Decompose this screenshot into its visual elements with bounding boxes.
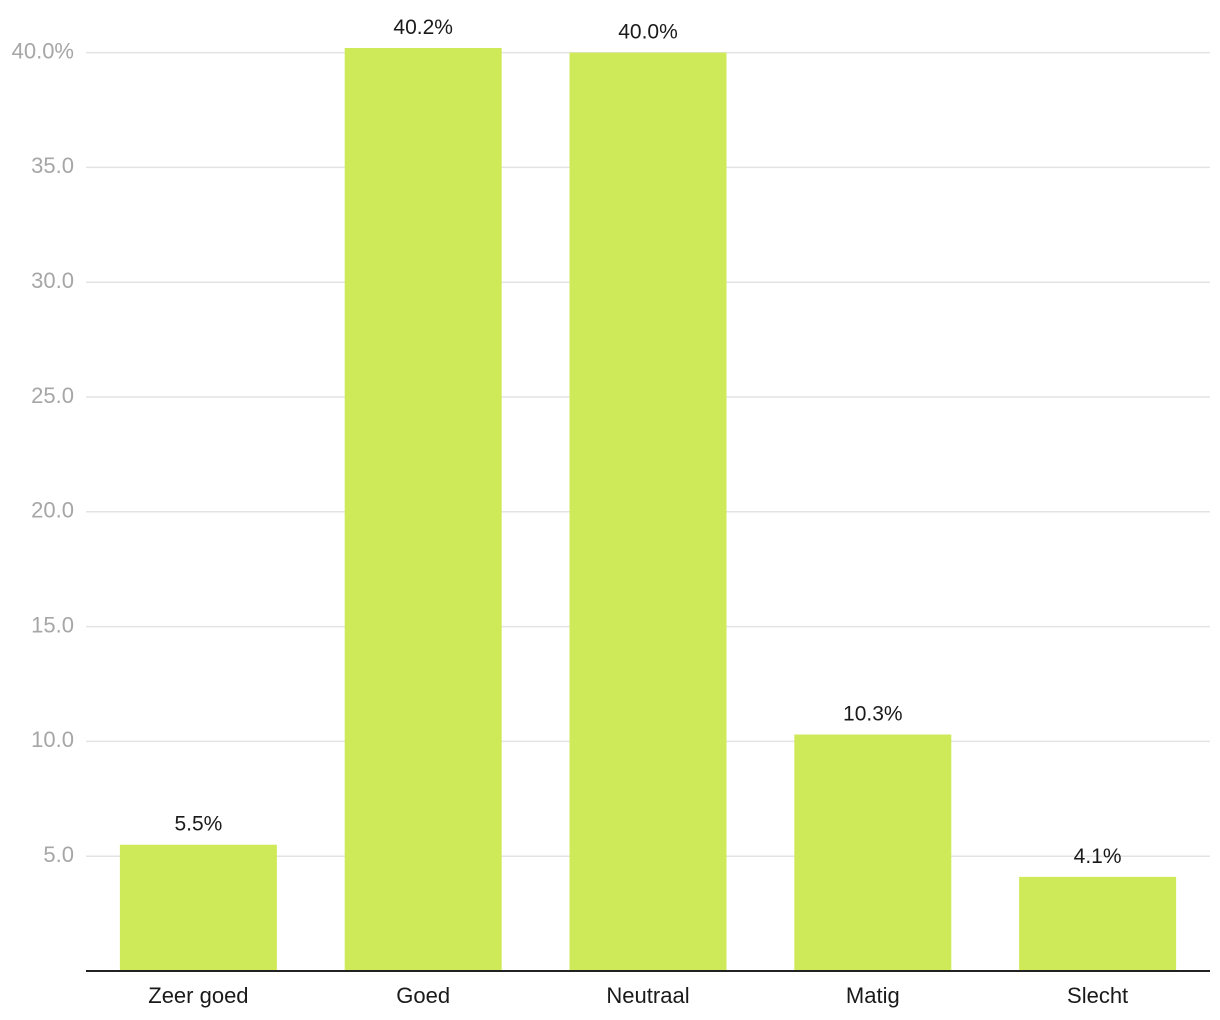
bars (119, 48, 1177, 971)
y-tick-label: 20.0 (31, 498, 74, 523)
x-axis-categories: Zeer goed Goed Neutraal Matig Slecht (148, 983, 1128, 1008)
y-tick-label: 10.0 (31, 727, 74, 752)
y-axis-ticks: 5.0 10.0 15.0 20.0 25.0 30.0 35.0 40.0% (12, 38, 74, 867)
y-tick-label: 5.0 (43, 842, 74, 867)
y-tick-label: 30.0 (31, 268, 74, 293)
data-label: 40.2% (393, 16, 453, 39)
y-tick-label: 35.0 (31, 153, 74, 178)
x-tick-label: Zeer goed (148, 983, 248, 1008)
data-label: 4.1% (1074, 845, 1122, 868)
bar (344, 48, 502, 971)
y-tick-label: 15.0 (31, 612, 74, 637)
bar (794, 734, 952, 971)
x-tick-label: Slecht (1067, 983, 1128, 1008)
data-label: 5.5% (174, 813, 222, 836)
x-tick-label: Goed (396, 983, 450, 1008)
data-labels: 5.5% 40.2% 40.0% 10.3% 4.1% (174, 16, 1121, 868)
bar (1019, 876, 1177, 971)
data-label: 10.3% (843, 703, 903, 726)
x-tick-label: Neutraal (606, 983, 689, 1008)
y-tick-label: 40.0% (12, 38, 74, 63)
bar (119, 844, 277, 971)
bar (569, 52, 727, 971)
x-tick-label: Matig (846, 983, 900, 1008)
y-tick-label: 25.0 (31, 383, 74, 408)
data-label: 40.0% (618, 21, 678, 44)
